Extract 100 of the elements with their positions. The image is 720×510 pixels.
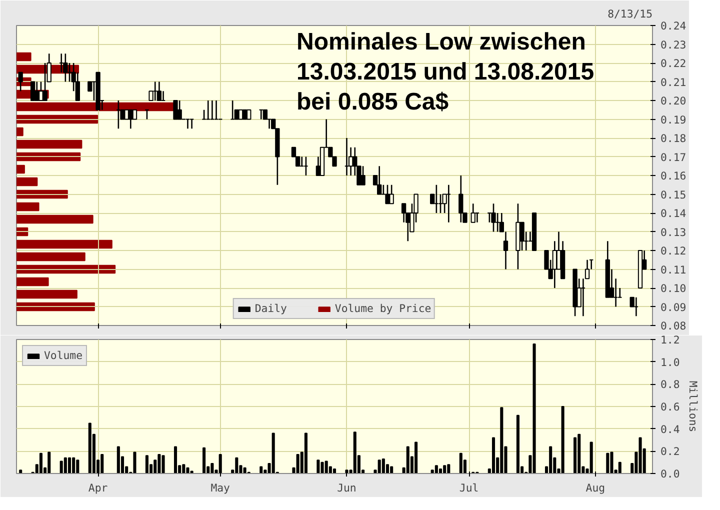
candlestick (360, 165, 366, 186)
y-tick-label: 0.12 (660, 244, 686, 258)
bar (235, 457, 238, 474)
candlestick (262, 109, 268, 120)
y-tick-label: 0.24 (660, 20, 686, 32)
bar (48, 452, 51, 474)
x-tick-label: Jun (337, 482, 356, 494)
bar (182, 464, 186, 474)
y-tick-label: 0.13 (660, 226, 686, 239)
y-tick-label: 0.08 (660, 320, 686, 332)
bar (574, 437, 577, 474)
candlestick (132, 109, 138, 120)
bar (561, 406, 564, 474)
candlestick (520, 222, 524, 252)
y-tick-label: 0.17 (660, 150, 686, 164)
bar (590, 442, 593, 474)
candlestick (491, 202, 496, 232)
bar (76, 460, 80, 474)
y-tick-label: 0.0 (660, 468, 680, 480)
y-tick-label: 0.22 (660, 57, 686, 70)
x-tick-label: Apr (88, 482, 108, 494)
y-tick-label: 1.2 (660, 334, 680, 346)
bar (116, 446, 120, 474)
bar (618, 462, 622, 474)
candlestick (389, 184, 394, 204)
y-tick-label: 0.14 (660, 207, 686, 220)
candlestick (470, 202, 476, 224)
bar (16, 177, 38, 186)
bar (243, 467, 246, 474)
y-tick-label: 0.18 (660, 132, 686, 145)
bar (133, 452, 136, 474)
text: 8/13/15 (608, 8, 653, 20)
bar (382, 458, 385, 474)
candlestick (42, 62, 48, 102)
bar (378, 460, 381, 474)
candlestick (124, 109, 129, 120)
bar (316, 460, 320, 474)
candlestick (401, 202, 406, 224)
bar (16, 240, 112, 249)
bar (390, 466, 394, 474)
candlestick (63, 52, 68, 82)
bar (72, 457, 76, 474)
bar (324, 460, 328, 474)
bar (272, 432, 275, 474)
candlestick (458, 174, 464, 224)
candlestick (238, 109, 244, 120)
y-tick-label: 0.4 (660, 422, 680, 436)
y-tick-label: 0.19 (660, 113, 686, 126)
legend-label: Volume (44, 349, 82, 362)
bar (60, 460, 63, 474)
candlestick (177, 100, 182, 120)
y-tick-label: 0.20 (660, 94, 686, 108)
bar (16, 252, 86, 262)
y-tick-label: 1.0 (660, 356, 680, 369)
bar (438, 468, 442, 474)
bar (353, 432, 356, 474)
bar (145, 455, 148, 474)
candlestick (30, 81, 36, 101)
bar (158, 454, 161, 474)
y-tick-label: 0.8 (660, 378, 680, 392)
bar (202, 447, 206, 474)
candlestick (173, 100, 178, 120)
y-tick-label: 0.2 (660, 445, 680, 458)
bar (320, 462, 324, 474)
bar (304, 432, 308, 474)
bar (549, 446, 552, 474)
y-tick-label: 0.11 (660, 263, 686, 276)
candlestick (156, 81, 162, 102)
bar (260, 466, 263, 474)
bar (532, 343, 536, 474)
bar (186, 467, 190, 474)
x-tick-label: Aug (586, 482, 606, 494)
bar (578, 434, 581, 474)
bar (174, 446, 178, 474)
y-tick-label: 0.09 (660, 300, 686, 314)
bar (210, 462, 214, 474)
bar (16, 140, 82, 149)
bar (16, 127, 24, 136)
bar (606, 452, 610, 474)
bar (296, 454, 300, 474)
candlestick (377, 165, 382, 195)
y-tick-label: 0.16 (660, 170, 686, 182)
candlestick (18, 72, 23, 92)
bar (492, 437, 496, 474)
bar (162, 455, 165, 474)
legend-label: Daily (254, 302, 287, 315)
y-tick-label: 0.23 (660, 38, 686, 52)
bar (16, 277, 49, 286)
candlestick (242, 109, 248, 120)
bar (19, 470, 22, 474)
bar (68, 457, 72, 474)
y-tick-label: 0.21 (660, 76, 686, 89)
bar (16, 290, 78, 299)
bar (516, 414, 520, 474)
y-tick-label: 0.10 (660, 282, 686, 295)
bar (434, 465, 438, 474)
bar (88, 422, 92, 474)
y-tick-label: 0.6 (660, 400, 680, 414)
bar (638, 437, 642, 474)
bar (332, 468, 336, 474)
